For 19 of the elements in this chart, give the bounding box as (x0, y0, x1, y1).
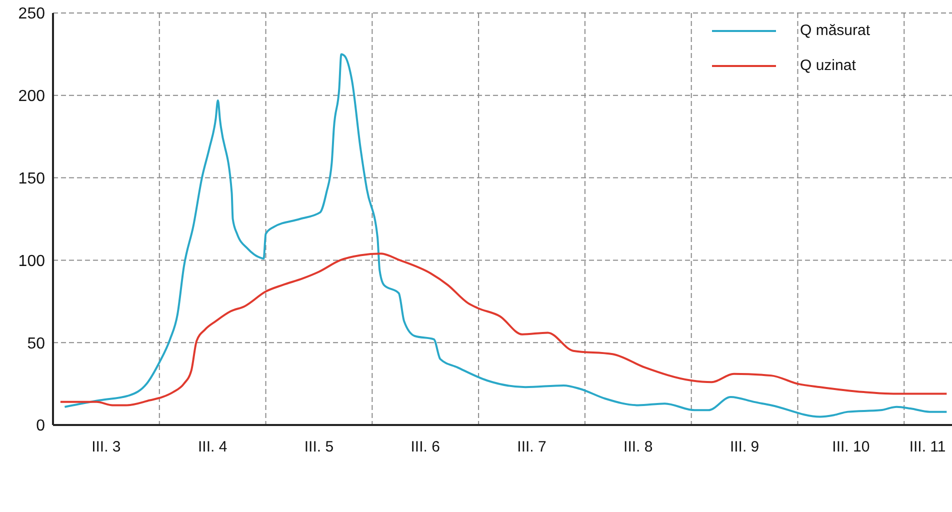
y-tick-label: 250 (18, 6, 46, 23)
y-tick-label: 200 (18, 88, 46, 106)
legend-label: Q uzinat (800, 57, 856, 74)
x-tick-label: III. 9 (730, 438, 760, 456)
x-tick-label: III. 5 (304, 438, 334, 456)
line-series (59, 252, 948, 406)
y-tick-label: 0 (36, 418, 46, 435)
x-tick-label: III. 11 (909, 438, 946, 456)
y-tick-label: 150 (18, 170, 46, 188)
x-tick-label: III. 8 (624, 438, 653, 456)
legend-label: Q măsurat (800, 22, 870, 39)
x-tick-label: III. 10 (832, 438, 870, 456)
x-tick-label: III. 6 (410, 438, 440, 456)
y-tick-label: 50 (27, 335, 46, 352)
x-tick-label: III. 4 (198, 438, 228, 456)
y-tick-label: 100 (18, 252, 46, 270)
x-tick-label: III. 3 (92, 438, 121, 456)
x-tick-label: III. 7 (517, 438, 546, 456)
line-series (64, 53, 948, 418)
